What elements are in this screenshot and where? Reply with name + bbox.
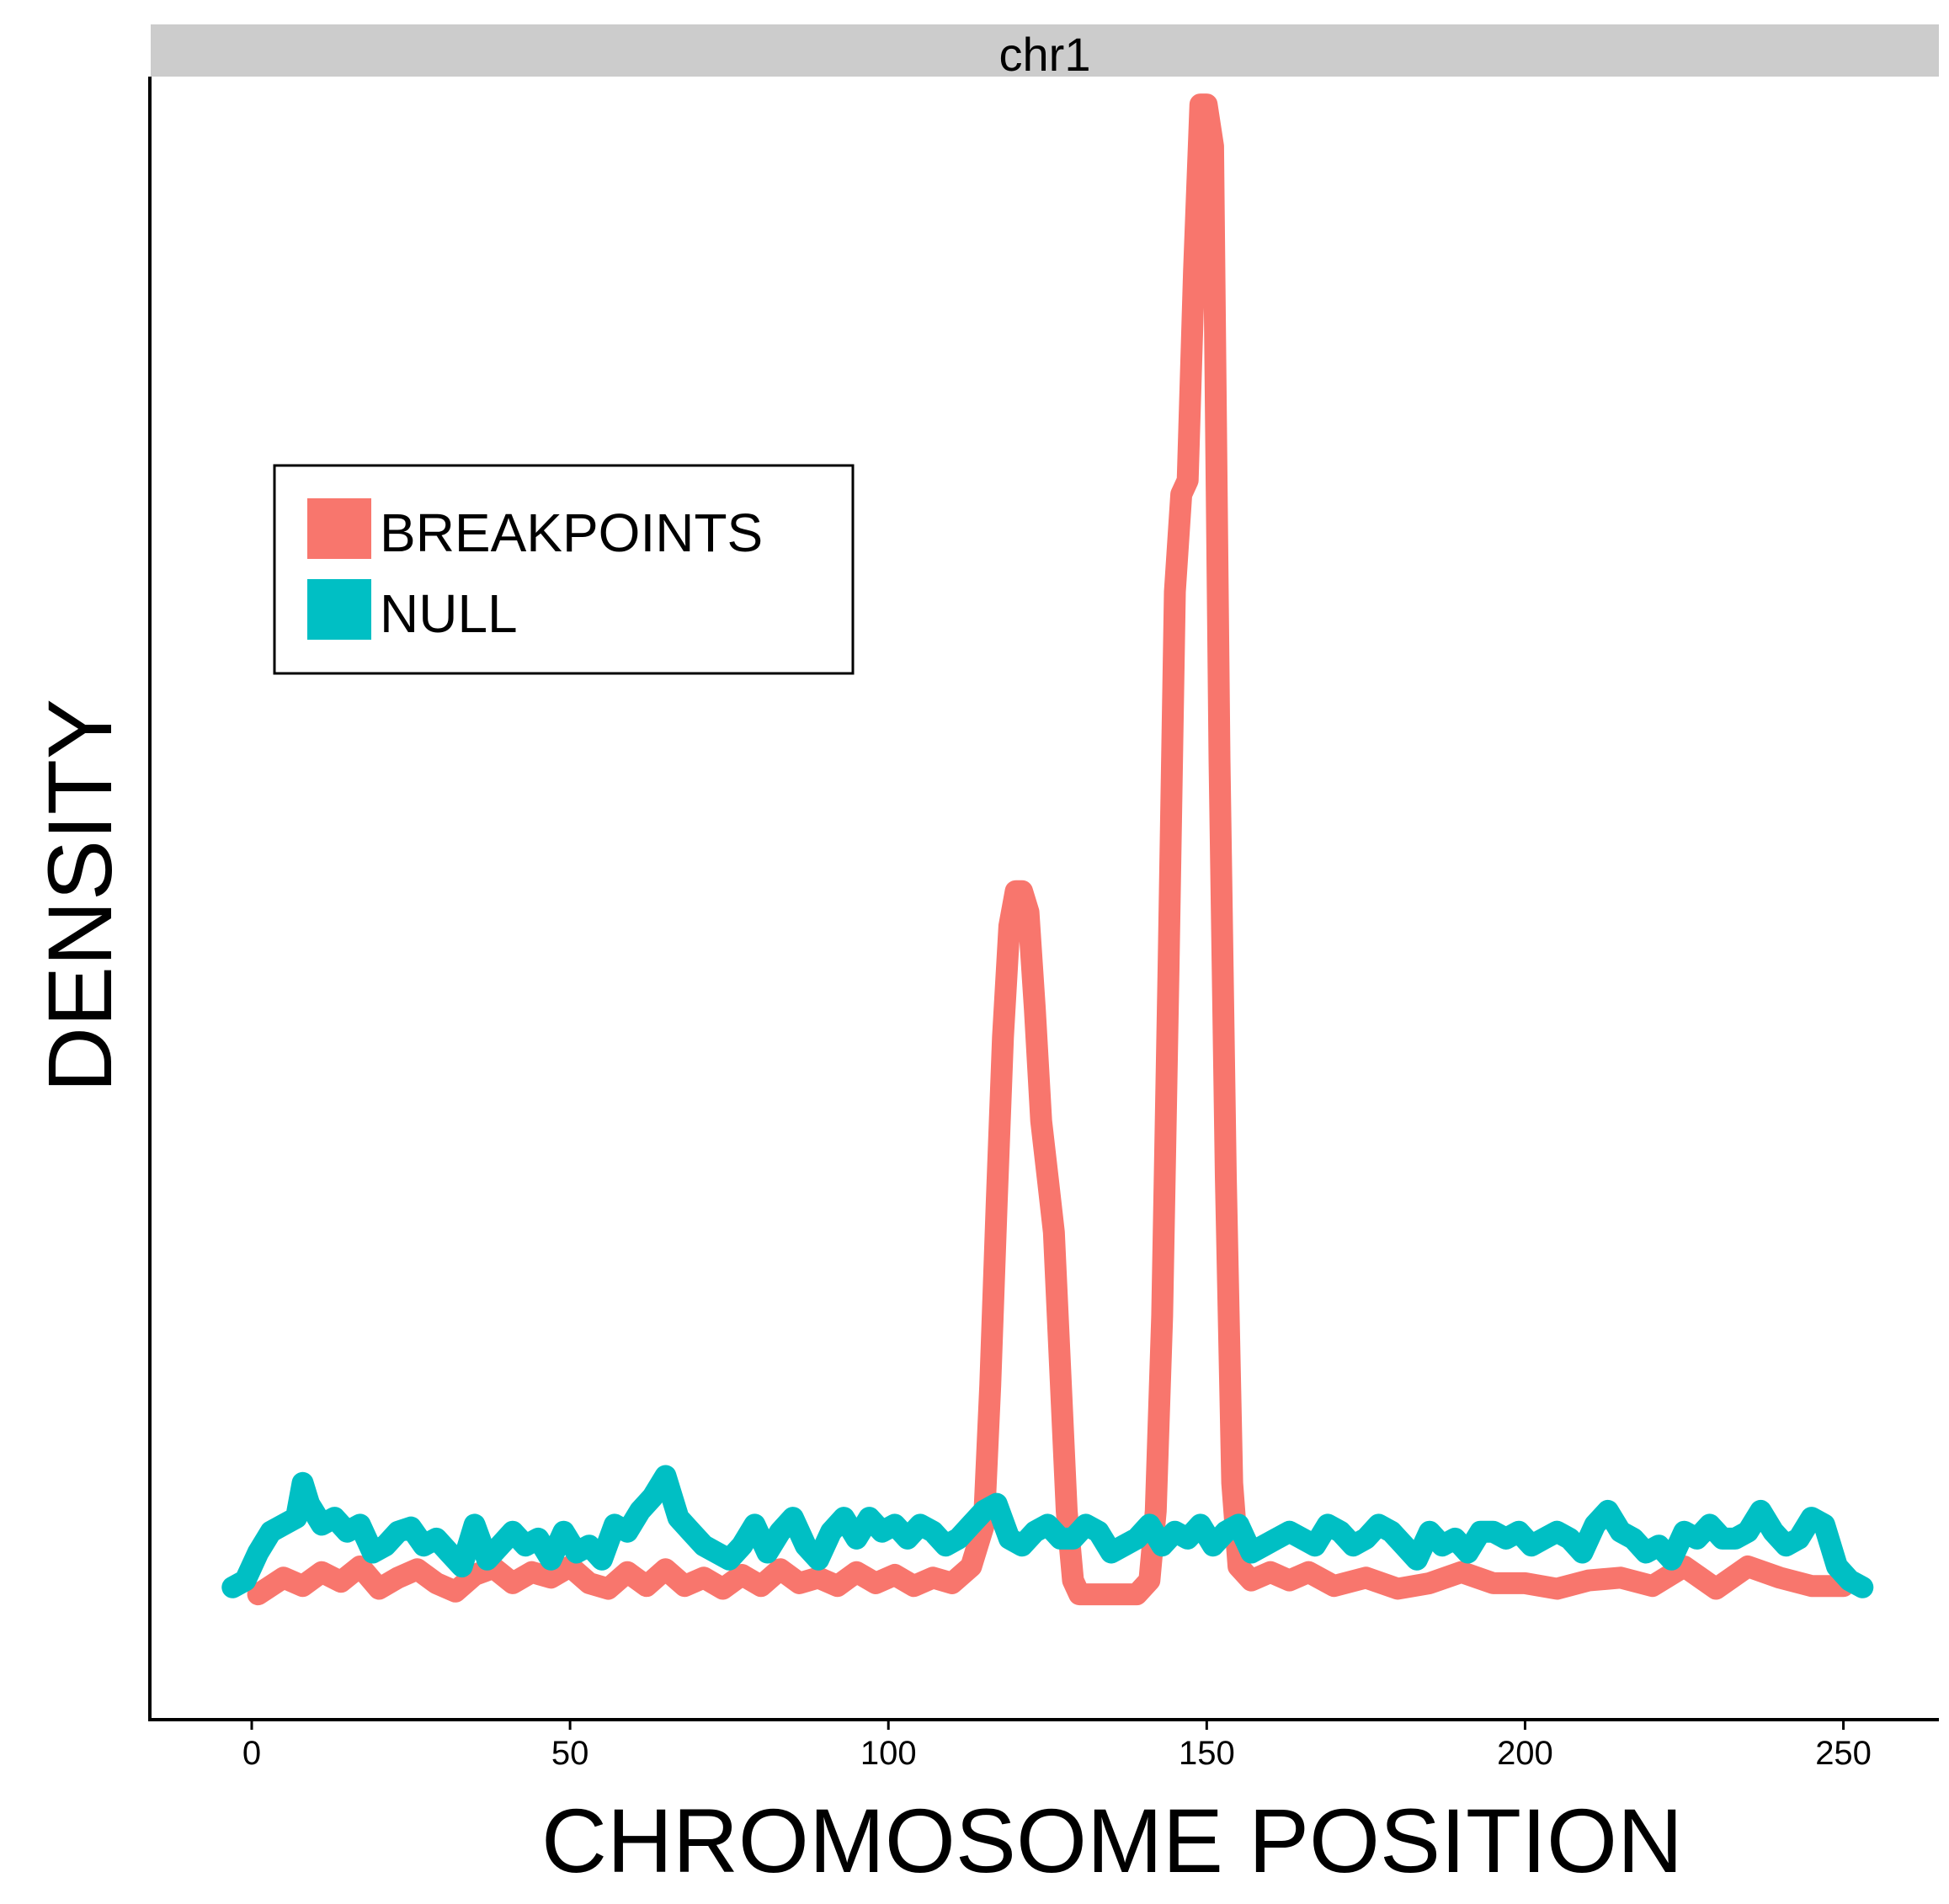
x-tick-label: 250 [1815,1735,1872,1772]
x-tick-label: 150 [1179,1735,1235,1772]
series-line-breakpoints [247,93,1855,1606]
x-tick-label: 100 [860,1735,917,1772]
y-axis-title: DENSITY [29,699,130,1093]
series-line-null [221,1465,1874,1598]
legend-label-null: NULL [380,583,518,644]
strip-background [151,24,1939,77]
x-axis-ticks: 0 50 100 150 200 250 [242,1720,1872,1772]
facet-strip-label: chr1 [999,28,1091,81]
series-layer [221,93,1874,1606]
legend-label-breakpoints: BREAKPOINTS [380,503,763,563]
x-axis-title: CHROMOSOME POSITION [541,1790,1683,1891]
legend-box [273,464,855,675]
x-tick-label: 50 [551,1735,589,1772]
x-tick-label: 0 [242,1735,261,1772]
legend-key-null [307,579,371,640]
x-tick-label: 200 [1497,1735,1553,1772]
legend-key-breakpoints [307,498,371,559]
legend: BREAKPOINTS NULL [273,464,855,675]
